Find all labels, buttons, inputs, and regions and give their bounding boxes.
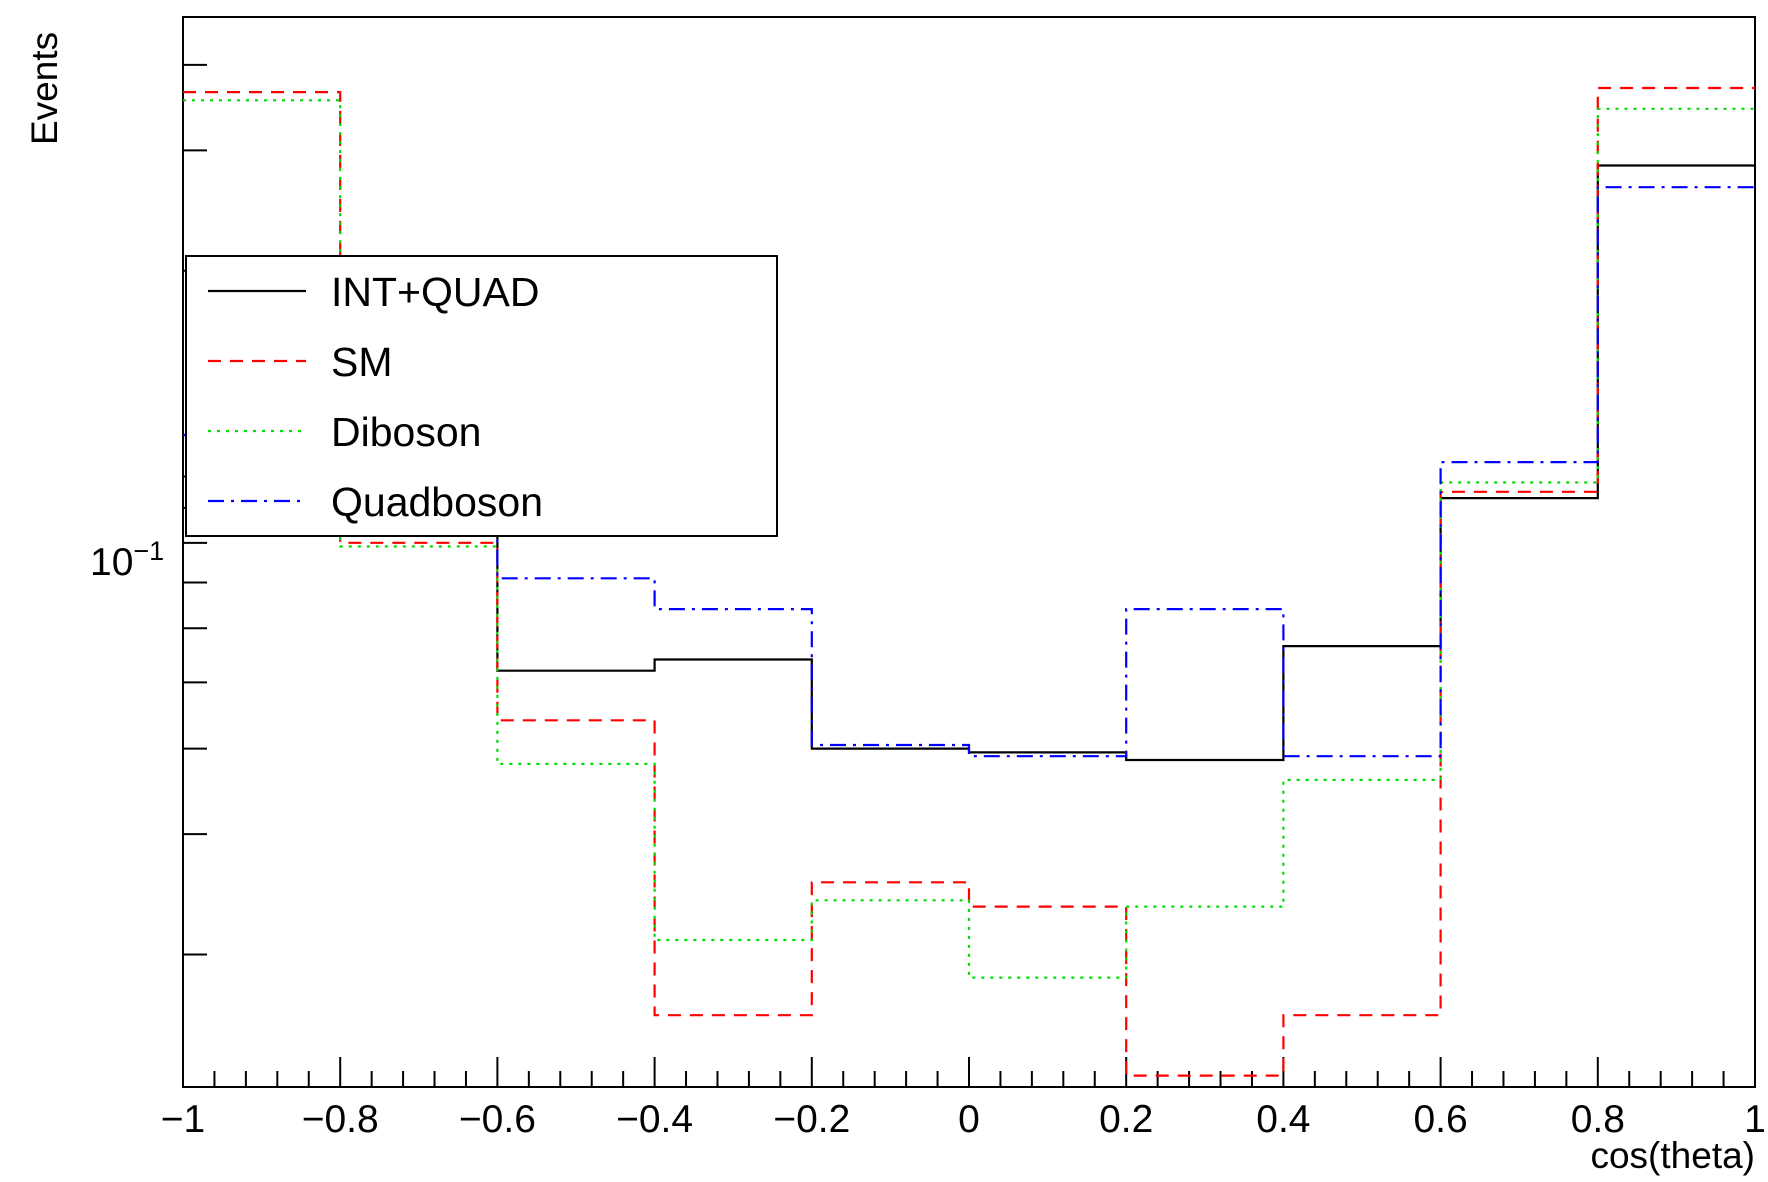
x-tick-label: 0.6 bbox=[1413, 1098, 1467, 1141]
x-tick-label: 1 bbox=[1744, 1098, 1766, 1141]
x-tick-label: 0.4 bbox=[1256, 1098, 1310, 1141]
x-tick-label: −0.6 bbox=[459, 1098, 536, 1141]
x-axis-title: cos(theta) bbox=[1590, 1135, 1755, 1176]
legend-label: SM bbox=[331, 339, 393, 385]
x-axis-ticks bbox=[182, 1057, 1756, 1087]
x-tick-label: −1 bbox=[161, 1098, 205, 1141]
series-line-diboson bbox=[183, 99, 1755, 979]
legend: INT+QUAD SM Diboson Quadboson bbox=[185, 255, 778, 537]
plot-frame bbox=[182, 16, 1756, 1088]
x-tick-label: 0 bbox=[958, 1098, 980, 1141]
x-tick-label: −0.8 bbox=[302, 1098, 379, 1141]
y-tick-label-0.1: 10−1 bbox=[90, 536, 164, 584]
x-tick-label: 0.2 bbox=[1099, 1098, 1153, 1141]
x-tick-label: −0.4 bbox=[616, 1098, 693, 1141]
legend-box bbox=[185, 255, 778, 537]
x-axis-tick-labels: −1 −0.8 −0.6 −0.4 −0.2 0 0.2 0.4 0.6 0.8 1 bbox=[161, 1098, 1766, 1141]
series-lines bbox=[183, 86, 1755, 1077]
x-tick-label: −0.2 bbox=[773, 1098, 850, 1141]
y-tick-label-exponent: −1 bbox=[133, 536, 164, 566]
legend-label: Diboson bbox=[331, 409, 481, 455]
series-line-quadboson bbox=[183, 186, 1755, 758]
legend-label: INT+QUAD bbox=[331, 269, 539, 315]
y-axis-title: Events bbox=[24, 32, 65, 145]
y-tick-label-base: 10 bbox=[90, 541, 133, 584]
x-tick-label: 0.8 bbox=[1571, 1098, 1625, 1141]
legend-label: Quadboson bbox=[331, 479, 543, 525]
